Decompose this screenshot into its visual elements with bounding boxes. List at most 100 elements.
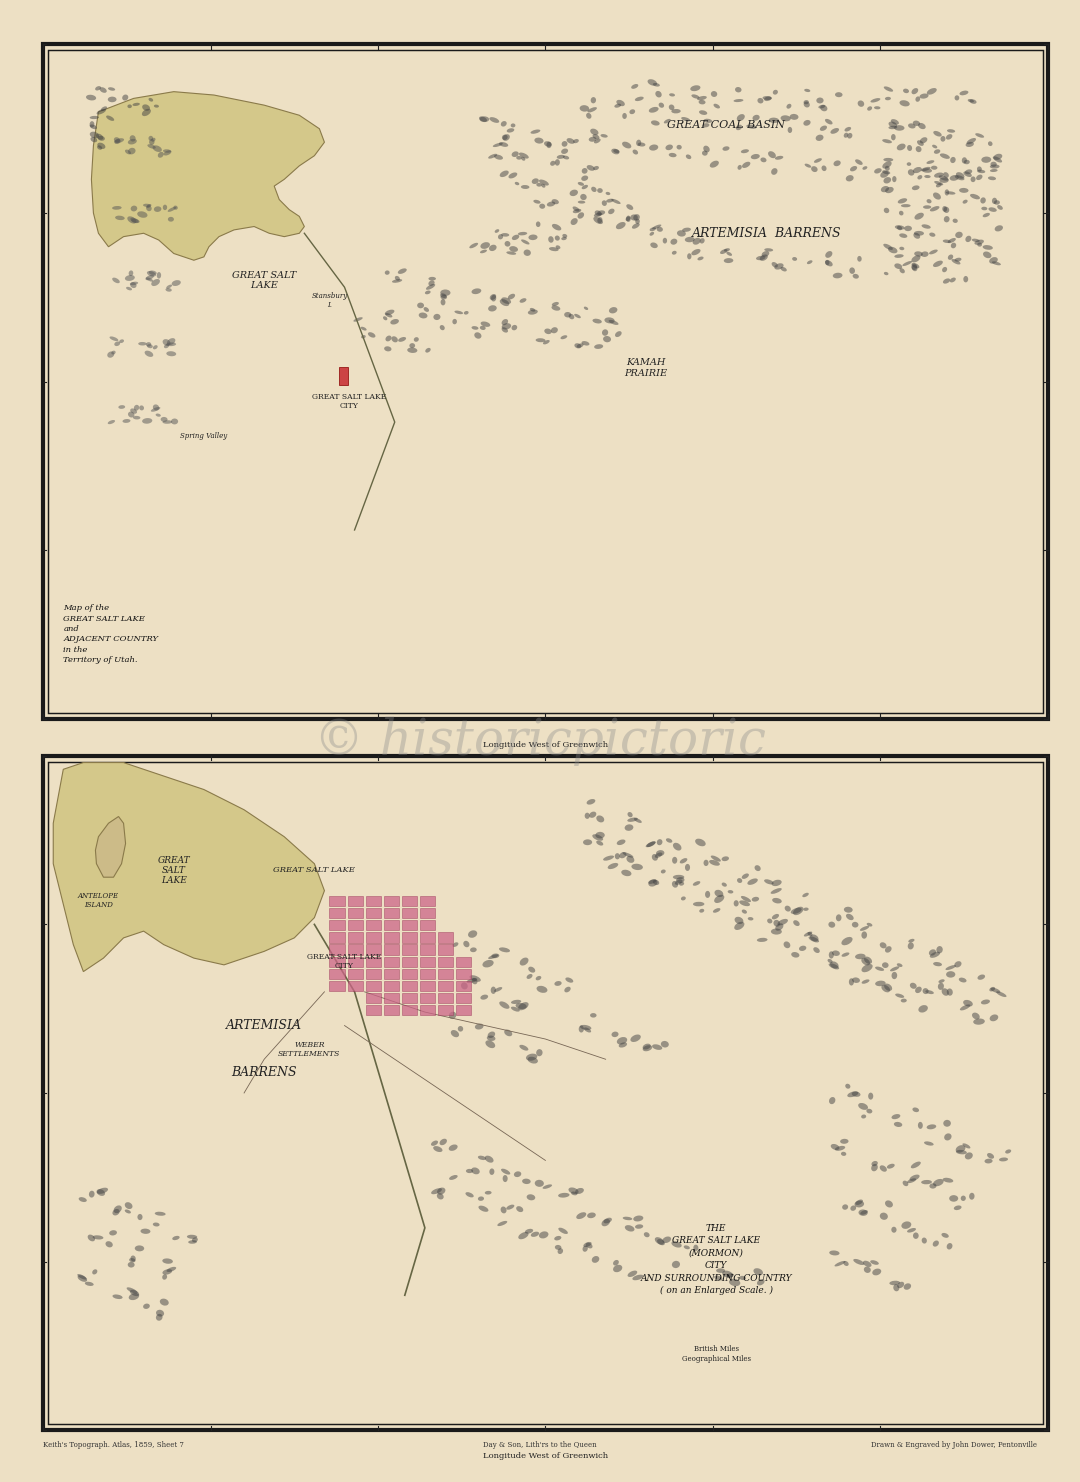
Ellipse shape [507, 129, 514, 132]
Ellipse shape [852, 978, 860, 983]
Bar [329, 932, 345, 943]
Ellipse shape [431, 1141, 438, 1146]
Ellipse shape [897, 1282, 904, 1288]
Ellipse shape [829, 1097, 836, 1104]
Ellipse shape [615, 330, 622, 336]
Ellipse shape [802, 892, 809, 897]
Ellipse shape [492, 142, 503, 147]
Ellipse shape [752, 897, 759, 901]
Bar [383, 981, 399, 991]
Ellipse shape [508, 293, 515, 299]
Ellipse shape [825, 119, 833, 124]
Ellipse shape [793, 920, 799, 926]
Ellipse shape [657, 227, 663, 231]
Ellipse shape [942, 1233, 948, 1237]
Ellipse shape [868, 1092, 874, 1100]
Ellipse shape [171, 418, 178, 424]
Ellipse shape [384, 270, 390, 274]
Ellipse shape [858, 101, 864, 107]
Ellipse shape [627, 818, 638, 823]
Ellipse shape [89, 1190, 95, 1197]
Ellipse shape [862, 931, 867, 938]
Ellipse shape [521, 240, 529, 245]
Ellipse shape [119, 339, 124, 342]
Bar [383, 993, 399, 1003]
Ellipse shape [463, 941, 470, 947]
Ellipse shape [765, 247, 773, 252]
Ellipse shape [944, 216, 949, 222]
Ellipse shape [617, 1037, 627, 1045]
Bar [348, 897, 363, 906]
Ellipse shape [883, 86, 893, 92]
Ellipse shape [530, 1232, 539, 1237]
Ellipse shape [537, 986, 548, 993]
Ellipse shape [654, 1237, 664, 1245]
Ellipse shape [487, 1031, 495, 1037]
Ellipse shape [577, 1212, 586, 1220]
Ellipse shape [820, 105, 827, 111]
Ellipse shape [816, 98, 824, 104]
Ellipse shape [531, 178, 539, 184]
Ellipse shape [933, 962, 942, 966]
Ellipse shape [918, 1122, 922, 1129]
Bar [48, 50, 1043, 713]
Ellipse shape [931, 166, 937, 170]
Ellipse shape [148, 136, 153, 141]
Ellipse shape [813, 947, 820, 953]
Ellipse shape [912, 87, 918, 95]
Ellipse shape [953, 219, 958, 222]
Ellipse shape [569, 190, 578, 196]
Ellipse shape [989, 256, 998, 264]
Ellipse shape [588, 107, 597, 113]
Ellipse shape [757, 938, 768, 943]
Ellipse shape [855, 160, 863, 165]
Ellipse shape [772, 898, 782, 904]
Ellipse shape [536, 977, 541, 980]
Ellipse shape [652, 880, 659, 885]
Ellipse shape [536, 221, 540, 227]
Ellipse shape [147, 144, 156, 148]
Ellipse shape [900, 268, 905, 273]
Ellipse shape [819, 105, 825, 108]
Ellipse shape [407, 348, 417, 353]
Ellipse shape [502, 1175, 508, 1183]
Bar [383, 1005, 399, 1015]
Ellipse shape [134, 405, 139, 411]
Ellipse shape [917, 175, 922, 179]
Ellipse shape [753, 114, 759, 120]
Ellipse shape [832, 950, 840, 956]
Ellipse shape [93, 1236, 104, 1239]
Ellipse shape [690, 86, 701, 92]
Ellipse shape [807, 261, 812, 264]
Ellipse shape [675, 879, 683, 885]
Ellipse shape [904, 225, 912, 231]
Bar [43, 756, 1048, 1430]
Ellipse shape [603, 855, 615, 861]
Ellipse shape [974, 240, 984, 245]
Ellipse shape [892, 176, 896, 182]
Ellipse shape [79, 1197, 86, 1202]
Ellipse shape [96, 133, 104, 139]
Ellipse shape [511, 123, 515, 127]
Ellipse shape [386, 313, 392, 317]
Ellipse shape [981, 999, 990, 1005]
Ellipse shape [740, 1276, 746, 1280]
Ellipse shape [959, 978, 967, 983]
Ellipse shape [95, 86, 102, 90]
Ellipse shape [151, 279, 160, 286]
Ellipse shape [966, 142, 974, 147]
Bar [420, 897, 435, 906]
Ellipse shape [734, 922, 744, 931]
Ellipse shape [927, 1125, 936, 1129]
Ellipse shape [630, 110, 635, 114]
Text: Spring Valley: Spring Valley [180, 431, 228, 440]
Ellipse shape [544, 329, 552, 333]
Bar [437, 932, 454, 943]
Ellipse shape [683, 228, 691, 231]
Ellipse shape [891, 972, 897, 980]
Ellipse shape [122, 95, 129, 101]
Ellipse shape [662, 1236, 671, 1243]
Ellipse shape [633, 1215, 644, 1221]
Ellipse shape [721, 882, 727, 886]
Ellipse shape [804, 907, 809, 911]
